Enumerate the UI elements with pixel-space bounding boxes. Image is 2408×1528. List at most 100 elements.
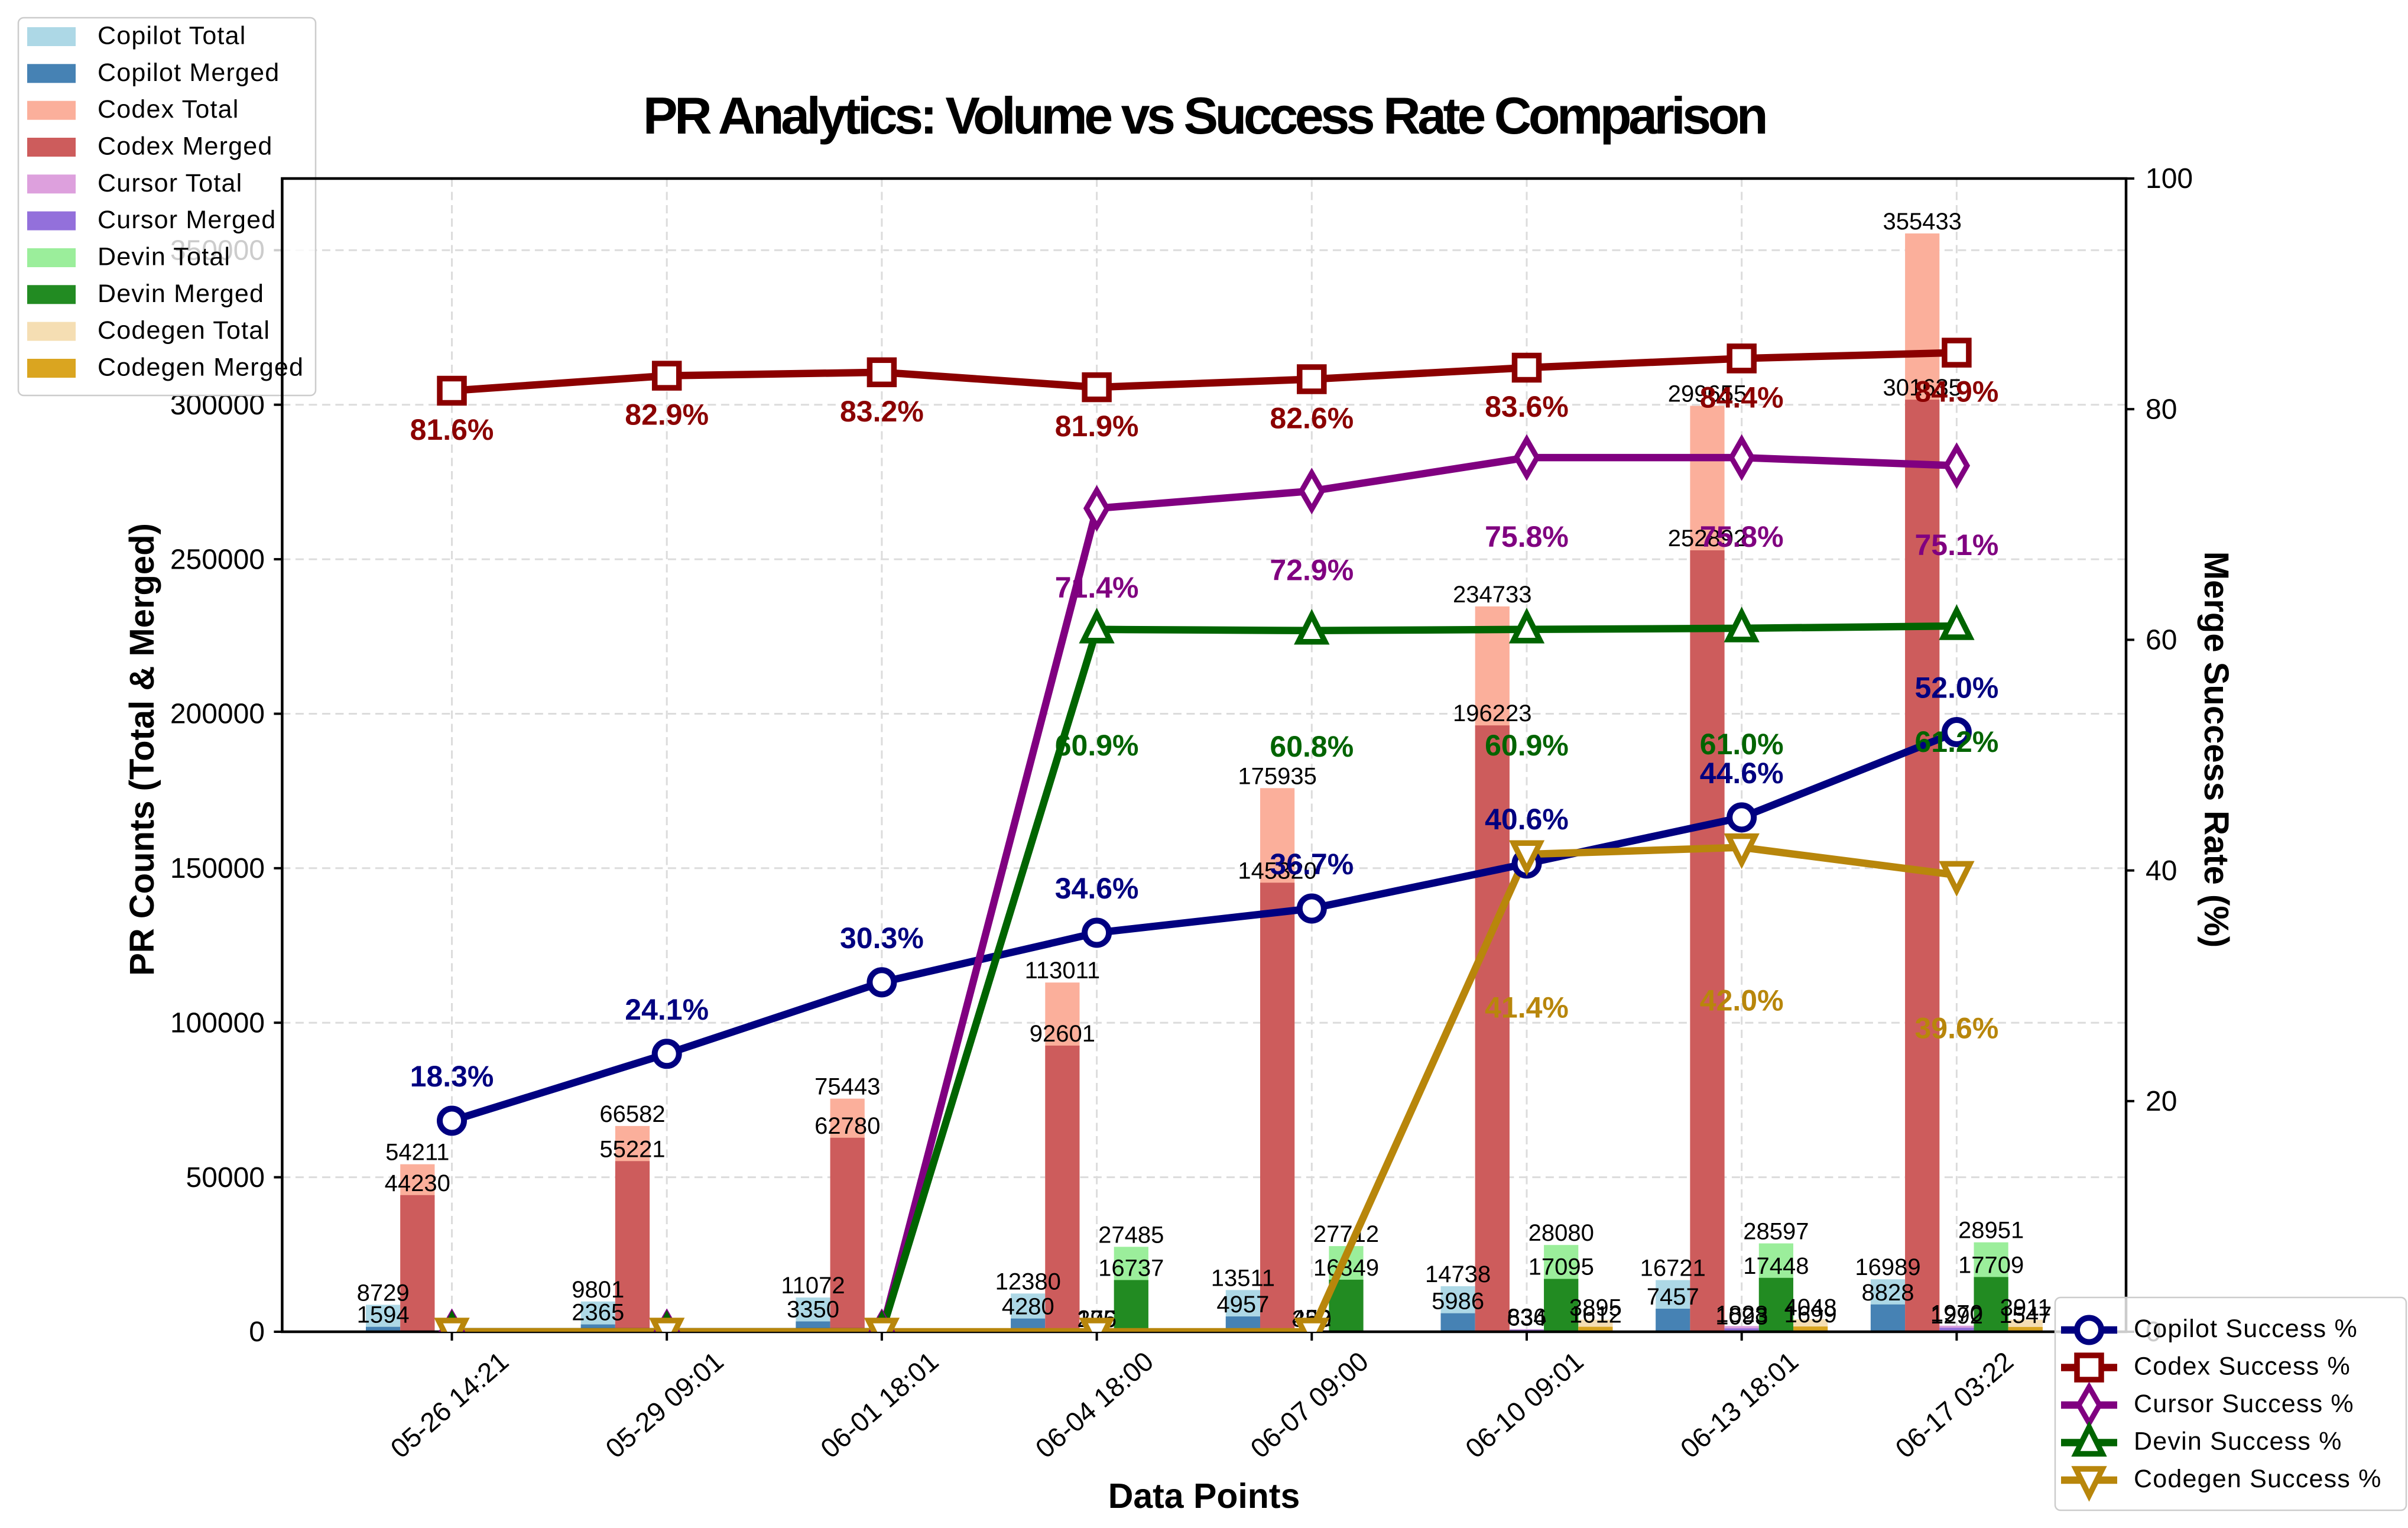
svg-text:20: 20 bbox=[2146, 1086, 2177, 1117]
svg-text:60.9%: 60.9% bbox=[1055, 729, 1139, 762]
svg-text:82.9%: 82.9% bbox=[625, 398, 709, 432]
svg-text:75443: 75443 bbox=[814, 1074, 880, 1100]
svg-text:54211: 54211 bbox=[385, 1140, 449, 1166]
svg-text:Copilot Merged: Copilot Merged bbox=[98, 59, 280, 87]
svg-text:92601: 92601 bbox=[1030, 1021, 1095, 1047]
svg-text:1612: 1612 bbox=[1569, 1302, 1622, 1328]
svg-text:Data Points: Data Points bbox=[1108, 1477, 1300, 1516]
svg-text:24.1%: 24.1% bbox=[625, 993, 709, 1026]
svg-text:16737: 16737 bbox=[1098, 1256, 1164, 1282]
svg-text:252892: 252892 bbox=[1668, 525, 1747, 551]
svg-text:17448: 17448 bbox=[1743, 1253, 1809, 1279]
svg-text:1594: 1594 bbox=[357, 1302, 410, 1328]
svg-text:100: 100 bbox=[2146, 163, 2193, 194]
svg-text:634: 634 bbox=[1507, 1305, 1547, 1331]
svg-text:30.3%: 30.3% bbox=[840, 922, 924, 955]
svg-text:Devin Merged: Devin Merged bbox=[98, 280, 264, 308]
svg-text:16989: 16989 bbox=[1855, 1254, 1920, 1280]
svg-text:16721: 16721 bbox=[1640, 1256, 1706, 1282]
svg-text:200000: 200000 bbox=[170, 699, 265, 730]
svg-text:81.9%: 81.9% bbox=[1055, 410, 1139, 443]
svg-text:17095: 17095 bbox=[1528, 1254, 1594, 1280]
svg-text:17709: 17709 bbox=[1958, 1252, 2024, 1278]
svg-text:75.8%: 75.8% bbox=[1485, 520, 1569, 553]
svg-text:12380: 12380 bbox=[995, 1269, 1061, 1295]
svg-text:8828: 8828 bbox=[1862, 1280, 1914, 1306]
svg-text:Devin Success %: Devin Success % bbox=[2134, 1428, 2342, 1456]
svg-text:234733: 234733 bbox=[1453, 582, 1531, 608]
svg-text:3911: 3911 bbox=[2000, 1295, 2051, 1321]
svg-text:84.4%: 84.4% bbox=[1700, 381, 1784, 414]
svg-text:299655: 299655 bbox=[1668, 381, 1747, 407]
svg-text:62780: 62780 bbox=[814, 1113, 880, 1139]
svg-text:Codex Total: Codex Total bbox=[98, 95, 239, 124]
svg-text:60.8%: 60.8% bbox=[1270, 730, 1354, 763]
svg-text:7457: 7457 bbox=[1647, 1284, 1699, 1310]
svg-text:4048: 4048 bbox=[1784, 1295, 1837, 1321]
svg-text:Codegen Total: Codegen Total bbox=[98, 316, 270, 345]
svg-text:41.4%: 41.4% bbox=[1485, 991, 1569, 1024]
svg-text:1547: 1547 bbox=[1999, 1302, 2052, 1328]
svg-text:Codegen Merged: Codegen Merged bbox=[98, 353, 304, 382]
svg-text:36.7%: 36.7% bbox=[1270, 848, 1354, 881]
svg-text:27485: 27485 bbox=[1098, 1222, 1164, 1248]
svg-text:Cursor Merged: Cursor Merged bbox=[98, 206, 276, 234]
svg-text:60.9%: 60.9% bbox=[1485, 729, 1569, 762]
svg-text:2365: 2365 bbox=[572, 1300, 624, 1326]
svg-text:27712: 27712 bbox=[1313, 1221, 1379, 1247]
svg-text:0: 0 bbox=[249, 1316, 265, 1348]
svg-text:3350: 3350 bbox=[787, 1297, 839, 1323]
svg-text:44.6%: 44.6% bbox=[1700, 757, 1784, 790]
svg-text:28951: 28951 bbox=[1958, 1218, 2024, 1244]
svg-text:100000: 100000 bbox=[170, 1007, 265, 1039]
svg-text:11072: 11072 bbox=[781, 1273, 845, 1299]
svg-text:196223: 196223 bbox=[1453, 700, 1531, 726]
svg-text:40.6%: 40.6% bbox=[1485, 803, 1569, 836]
svg-text:Codegen Success %: Codegen Success % bbox=[2134, 1465, 2382, 1493]
svg-text:Copilot Total: Copilot Total bbox=[98, 22, 246, 50]
svg-text:55221: 55221 bbox=[599, 1136, 665, 1162]
svg-text:1828: 1828 bbox=[1715, 1301, 1768, 1327]
svg-text:83.2%: 83.2% bbox=[840, 395, 924, 428]
svg-text:18.3%: 18.3% bbox=[410, 1060, 494, 1093]
svg-text:39.6%: 39.6% bbox=[1915, 1011, 1999, 1044]
svg-text:Cursor Success %: Cursor Success % bbox=[2134, 1390, 2354, 1418]
svg-text:145320: 145320 bbox=[1238, 858, 1316, 884]
svg-text:150000: 150000 bbox=[170, 853, 265, 884]
svg-text:66582: 66582 bbox=[599, 1101, 665, 1127]
svg-text:PR Counts (Total & Merged): PR Counts (Total & Merged) bbox=[123, 523, 161, 976]
svg-text:80: 80 bbox=[2146, 394, 2177, 425]
svg-text:4280: 4280 bbox=[1002, 1294, 1054, 1320]
svg-text:72.9%: 72.9% bbox=[1270, 554, 1354, 587]
svg-text:113011: 113011 bbox=[1025, 958, 1101, 984]
svg-text:1970: 1970 bbox=[1930, 1301, 1983, 1327]
svg-text:52.0%: 52.0% bbox=[1915, 671, 1999, 705]
svg-text:PR Analytics: Volume vs Succes: PR Analytics: Volume vs Success Rate Com… bbox=[643, 86, 1766, 145]
svg-text:50000: 50000 bbox=[186, 1162, 265, 1193]
svg-text:44230: 44230 bbox=[385, 1170, 450, 1196]
svg-text:14738: 14738 bbox=[1425, 1261, 1491, 1287]
svg-text:75.8%: 75.8% bbox=[1700, 520, 1784, 553]
svg-text:Codex Merged: Codex Merged bbox=[98, 132, 272, 161]
svg-text:5986: 5986 bbox=[1432, 1289, 1484, 1315]
svg-text:28080: 28080 bbox=[1528, 1220, 1594, 1246]
svg-text:9801: 9801 bbox=[572, 1277, 624, 1303]
svg-text:34.6%: 34.6% bbox=[1055, 872, 1139, 905]
svg-text:1093: 1093 bbox=[1715, 1303, 1768, 1329]
svg-text:1699: 1699 bbox=[1784, 1302, 1837, 1328]
svg-text:61.0%: 61.0% bbox=[1700, 728, 1784, 761]
svg-text:84.9%: 84.9% bbox=[1915, 375, 1999, 408]
svg-text:42.0%: 42.0% bbox=[1700, 984, 1784, 1017]
svg-text:836: 836 bbox=[1507, 1305, 1547, 1331]
svg-text:82.6%: 82.6% bbox=[1270, 402, 1354, 435]
svg-text:Cursor Total: Cursor Total bbox=[98, 169, 242, 197]
svg-text:81.6%: 81.6% bbox=[410, 413, 494, 446]
svg-text:250000: 250000 bbox=[170, 544, 265, 575]
svg-text:61.2%: 61.2% bbox=[1915, 725, 1999, 758]
svg-text:301635: 301635 bbox=[1883, 375, 1961, 401]
svg-text:83.6%: 83.6% bbox=[1485, 390, 1569, 423]
svg-text:71.4%: 71.4% bbox=[1055, 571, 1139, 604]
svg-text:60: 60 bbox=[2146, 625, 2177, 656]
svg-text:13511: 13511 bbox=[1211, 1265, 1275, 1291]
svg-text:28597: 28597 bbox=[1743, 1219, 1809, 1245]
